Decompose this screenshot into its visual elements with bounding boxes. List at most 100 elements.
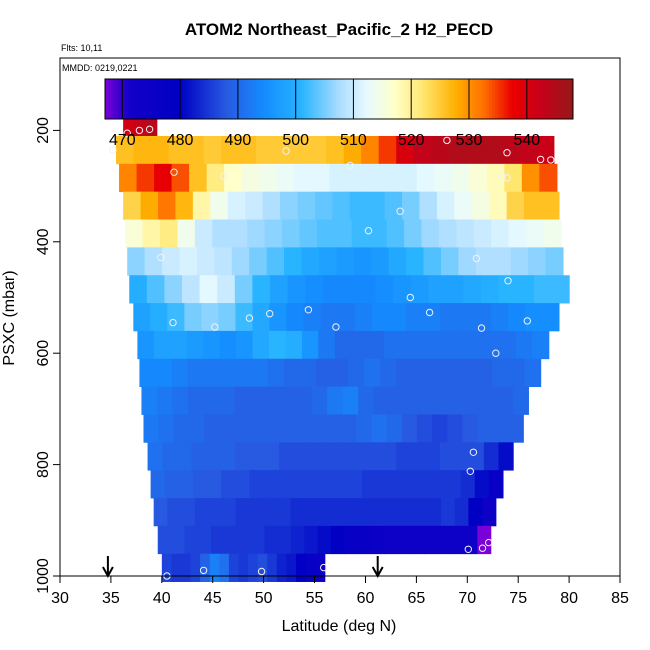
sample-point xyxy=(498,172,506,181)
heatmap-cell xyxy=(512,386,529,415)
heatmap-cell xyxy=(369,219,388,248)
colorbar-segment xyxy=(486,79,490,119)
heatmap-cell xyxy=(229,219,248,248)
heatmap-cell xyxy=(448,135,467,165)
heatmap-cell xyxy=(371,247,390,276)
heatmap-cell xyxy=(432,470,448,499)
heatmap-cell xyxy=(347,470,363,499)
heatmap-cell xyxy=(161,553,172,582)
heatmap-cell xyxy=(340,414,357,443)
heatmap-cell xyxy=(376,470,391,499)
sample-point xyxy=(211,323,219,331)
colorbar-segment xyxy=(313,79,317,119)
heatmap-cell xyxy=(460,470,476,499)
heatmap-cell xyxy=(214,247,233,276)
heatmap-cell xyxy=(184,525,199,555)
heatmap-cell xyxy=(221,470,236,499)
heatmap-cell xyxy=(284,247,303,276)
colorbar-segment xyxy=(463,79,467,119)
heatmap-cell xyxy=(325,414,342,443)
colorbar-segment xyxy=(318,79,323,119)
heatmap-cell xyxy=(142,219,161,248)
x-tick-label: 65 xyxy=(408,590,426,607)
heatmap-cell xyxy=(203,358,221,388)
y-tick-label: 1000 xyxy=(35,558,52,594)
sample-markers xyxy=(109,125,555,580)
y-tick-label: 600 xyxy=(35,340,52,367)
heatmap-cell xyxy=(295,553,307,582)
heatmap-cell xyxy=(381,163,400,193)
heatmap-cell xyxy=(358,386,375,415)
colorbar-segment xyxy=(157,79,161,119)
heatmap-cell xyxy=(504,163,523,193)
colorbar-segment xyxy=(327,79,331,119)
heatmap-cell xyxy=(551,275,570,304)
x-tick-label: 45 xyxy=(204,590,222,607)
heatmap-cell xyxy=(336,247,355,276)
colorbar-segment xyxy=(197,79,201,119)
sample-point xyxy=(464,545,472,553)
x-axis-label: Latitude (deg N) xyxy=(282,618,397,635)
heatmap-cell xyxy=(173,414,190,443)
heatmap-cell xyxy=(361,470,377,499)
heatmap-cell xyxy=(235,303,254,332)
colorbar-segment xyxy=(255,79,259,119)
colorbar-segment xyxy=(362,79,366,119)
heatmap-cell xyxy=(153,330,171,360)
heatmap-cell xyxy=(424,525,439,555)
heatmap-cell xyxy=(252,303,271,332)
heatmap-cell xyxy=(320,303,339,332)
colorbar-segment xyxy=(162,79,167,119)
colorbar-segment xyxy=(497,79,502,119)
heatmap-cell xyxy=(381,442,397,471)
heatmap-cell xyxy=(337,303,356,332)
colorbar-tick-label: 470 xyxy=(109,132,136,149)
heatmap-cell xyxy=(533,275,553,304)
colorbar-segment xyxy=(229,79,233,119)
heatmap-cell xyxy=(218,303,237,332)
heatmap-cell xyxy=(471,191,490,220)
heatmap-cells xyxy=(116,108,570,582)
heatmap-cell xyxy=(386,414,403,443)
colorbar-segment xyxy=(284,79,288,119)
heatmap-cell xyxy=(526,219,545,248)
heatmap-cell xyxy=(491,219,510,248)
colorbar-segment xyxy=(168,79,172,119)
heatmap-cell xyxy=(235,470,250,499)
heatmap-cell xyxy=(276,498,292,527)
heatmap-cell xyxy=(262,191,281,220)
colorbar-segment xyxy=(214,79,219,119)
colorbar-segment xyxy=(133,79,138,119)
x-tick-label: 50 xyxy=(255,590,273,607)
sample-point xyxy=(245,314,254,322)
colorbar-segment xyxy=(232,79,236,119)
heatmap-cell xyxy=(319,470,335,499)
arrow-head xyxy=(102,566,114,579)
heatmap-cell xyxy=(317,525,332,555)
heatmap-cell xyxy=(498,275,517,304)
heatmap-cell xyxy=(269,303,288,332)
colorbar-segment xyxy=(206,79,210,119)
heatmap-cell xyxy=(208,498,223,527)
sample-point xyxy=(169,318,177,327)
heatmap-cell xyxy=(370,525,385,555)
heatmap-cell xyxy=(396,442,412,471)
heatmap-cell xyxy=(388,247,407,276)
heatmap-cell xyxy=(197,525,212,555)
heatmap-cell xyxy=(466,135,485,165)
colorbar-segment xyxy=(185,79,190,119)
heatmap-cell xyxy=(351,219,370,248)
sample-point xyxy=(257,567,266,576)
colorbar-segment xyxy=(489,79,493,119)
heatmap-cell xyxy=(417,330,435,360)
heatmap-cell xyxy=(497,386,514,415)
heatmap-cell xyxy=(327,386,344,415)
heatmap-cell xyxy=(187,358,205,388)
colorbar-segment xyxy=(437,79,441,119)
heatmap-cell xyxy=(386,498,401,527)
heatmap-cell xyxy=(171,358,189,388)
colorbar-segment xyxy=(304,79,308,119)
heatmap-cell xyxy=(119,163,138,193)
colorbar-segment xyxy=(295,79,300,119)
